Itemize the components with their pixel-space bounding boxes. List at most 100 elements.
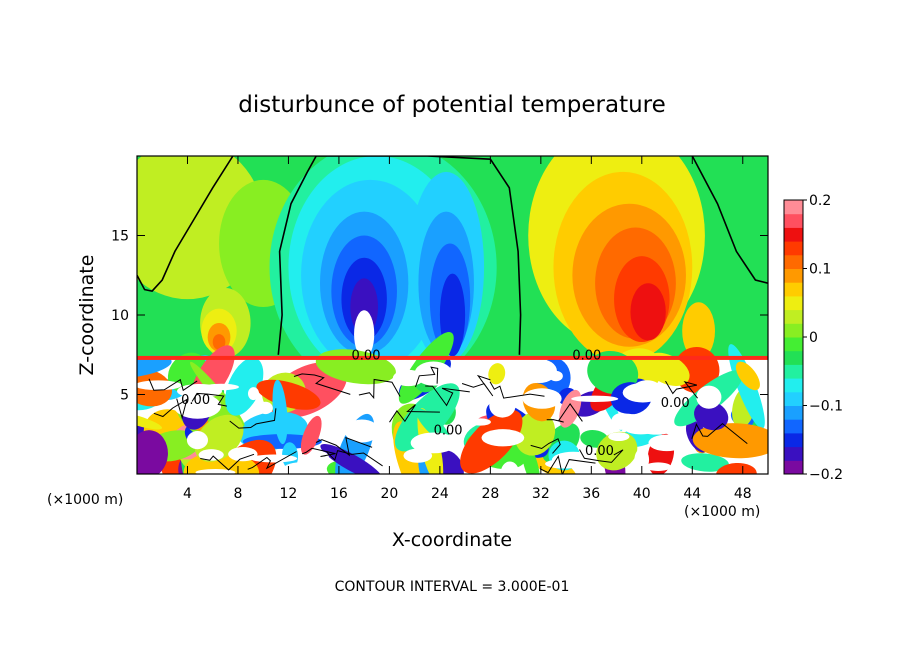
x-tick-label: 28 [481, 486, 499, 502]
contour-line [326, 449, 383, 467]
x-tick-label: 48 [734, 486, 752, 502]
turbulence-cell [488, 363, 506, 385]
turbulence-cell [137, 430, 168, 474]
colorbar-swatch [784, 254, 803, 269]
y-tick-label: 10 [111, 308, 129, 324]
y-tick-label: 5 [120, 388, 129, 404]
colorbar-swatch [784, 241, 803, 256]
colorbar-swatch [784, 268, 803, 283]
turbulence-cell [644, 352, 690, 386]
colorbar-swatch [784, 282, 803, 297]
colorbar-swatch [784, 227, 803, 242]
colorbar-swatch [784, 213, 803, 228]
contour-line [539, 454, 596, 474]
colorbar [783, 199, 804, 475]
contour-line [316, 156, 522, 355]
colorbar-tick-label: −0.2 [809, 467, 843, 483]
colorbar-swatch [784, 405, 803, 420]
turbulence-cell [622, 382, 663, 403]
x-tick-label: 4 [183, 486, 192, 502]
anomaly-field [137, 156, 715, 395]
turbulence-cell [470, 418, 491, 426]
x-tick-label: 36 [582, 486, 600, 502]
contour-line [461, 374, 494, 397]
turbulence-cell [195, 468, 236, 474]
colorbar-swatch [784, 200, 803, 215]
colorbar-tick-label: 0 [809, 330, 818, 346]
colorbar-ticks: −0.2 −0.1 0 0.1 0.2 [803, 193, 843, 483]
plot-area [137, 156, 768, 474]
colorbar-swatch [784, 446, 803, 461]
turbulence-cell [596, 431, 638, 471]
turbulence-cell [735, 361, 760, 391]
turbulence-cell [645, 462, 672, 471]
contour-line [691, 156, 768, 284]
turbulence-cell [228, 447, 258, 462]
turbulence-cell [481, 429, 525, 447]
colorbar-swatch [784, 419, 803, 434]
turbulence-cell [258, 401, 273, 415]
inversion-band [137, 355, 768, 360]
contour-line [148, 378, 198, 392]
contour-line [153, 398, 188, 420]
contour-label: 0.00 [434, 423, 463, 438]
turbulence-cell [250, 454, 298, 463]
contour-line [546, 403, 583, 423]
x-tick-label: 20 [380, 486, 398, 502]
x-axis-label: X-coordinate [392, 529, 512, 551]
contour-line [389, 404, 440, 423]
contour-line [315, 436, 373, 457]
x-tick-label: 8 [233, 486, 242, 502]
y-axis-label: Z-coordinate [76, 255, 98, 376]
contour-label: 0.00 [572, 349, 601, 364]
contour-line [191, 392, 227, 407]
turbulence-cell [186, 431, 208, 450]
x-axis-unit: (×1000 m) [684, 504, 760, 520]
turbulence-cell [344, 393, 377, 415]
turbulence-cell [137, 380, 182, 391]
contour-interval-text: CONTOUR INTERVAL = 3.000E-01 [335, 579, 570, 595]
turbulence-cell [692, 423, 768, 459]
contour-label: 0.00 [352, 349, 381, 364]
contour-line [691, 422, 748, 444]
anomaly-core [354, 310, 375, 358]
turbulence-cell [256, 379, 321, 410]
x-tick-label: 24 [431, 486, 449, 502]
colorbar-swatch [784, 432, 803, 448]
contour-labels: 0.00 0.00 0.00 0.00 0.00 0.00 [181, 349, 690, 459]
contour-line [200, 453, 255, 471]
contour-line [489, 381, 545, 399]
turbulence-cell [410, 432, 457, 454]
x-axis-ticks: 4 8 12 16 20 24 28 32 36 40 44 48 [183, 156, 752, 502]
contour-line [229, 408, 277, 429]
contour-label: 0.00 [181, 393, 210, 408]
turbulence-cell [320, 443, 383, 474]
colorbar-swatch [784, 364, 803, 379]
x-origin-unit: (×1000 m) [47, 492, 123, 508]
contour-lines [137, 156, 768, 474]
turbulence-cell [198, 449, 224, 461]
colorbar-swatch [784, 295, 803, 311]
contour-line [530, 438, 561, 454]
contour-line [277, 156, 317, 355]
contour-line [415, 366, 439, 388]
turbulence-cell [248, 387, 260, 401]
turbulence-cell [648, 434, 686, 452]
turbulence-cell [137, 355, 172, 378]
chart-title: disturbunce of potential temperature [238, 92, 666, 118]
turbulence-cell [681, 453, 729, 472]
x-tick-label: 16 [330, 486, 348, 502]
turbulence-cell [571, 395, 619, 403]
colorbar-tick-label: 0.2 [809, 193, 831, 209]
turbulence-cell [313, 451, 329, 464]
turbulence-cell [696, 385, 722, 409]
turbulence-cell [611, 413, 631, 430]
anomaly-blob [630, 283, 666, 341]
contour-line [301, 447, 336, 457]
colorbar-swatch [784, 350, 803, 365]
turbulence-cell [414, 361, 453, 386]
x-tick-label: 40 [633, 486, 651, 502]
contour-label: 0.00 [661, 396, 690, 411]
contour-line [665, 380, 698, 399]
